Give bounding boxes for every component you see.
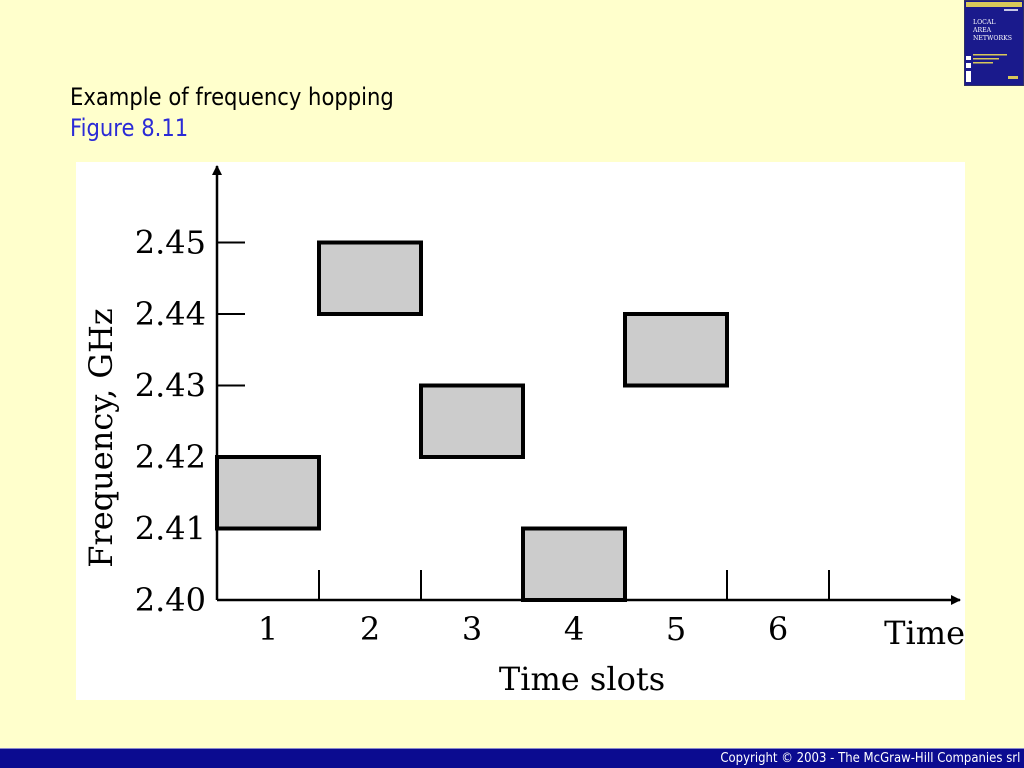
hop-block-slot-2 [317,240,423,316]
hop-block-slot-1 [215,455,321,531]
y-tick-label: 2.40 [135,581,206,619]
hop-blocks [215,240,729,602]
y-tick-label: 2.41 [135,510,206,548]
x-axis-end-label: Time [884,614,965,652]
frequency-hopping-chart: 2.40 2.41 2.42 2.43 2.44 2.45 1 2 3 4 5 6 Frequency… [82,165,965,698]
figure-panel: 2.40 2.41 2.42 2.43 2.44 2.45 1 2 3 4 5 6 Frequency… [76,162,965,700]
axis-ticks: 2.40 2.41 2.42 2.43 2.44 2.45 1 2 3 4 5 6 [135,224,830,648]
y-axis-label: Frequency, GHz [82,308,120,568]
x-axis-label: Time slots [499,660,665,698]
figure-number: Figure 8.11 [70,114,189,142]
y-tick-label: 2.43 [135,367,206,405]
x-tick-label: 6 [768,610,788,648]
x-tick-label: 3 [462,610,482,648]
svg-text:AREA: AREA [972,27,992,34]
x-tick-label: 2 [360,610,380,648]
x-tick-label: 4 [564,610,584,648]
y-tick-label: 2.44 [135,295,206,333]
svg-text:LOCAL: LOCAL [973,19,996,26]
svg-text:NETWORKS: NETWORKS [973,35,1012,42]
copyright-text: Copyright © 2003 - The McGraw-Hill Compa… [719,751,1020,766]
hop-block-slot-4 [521,526,627,602]
x-tick-label: 5 [666,610,686,648]
x-tick-label: 1 [258,610,278,648]
hop-block-slot-3 [419,383,525,459]
book-cover-thumbnail: LOCAL AREA NETWORKS [963,0,1024,87]
footer-bar: Copyright © 2003 - The McGraw-Hill Compa… [0,748,1024,768]
y-tick-label: 2.45 [135,224,206,262]
hop-block-slot-5 [623,312,729,388]
slide-title: Example of frequency hopping [70,83,394,111]
y-tick-label: 2.42 [135,438,206,476]
